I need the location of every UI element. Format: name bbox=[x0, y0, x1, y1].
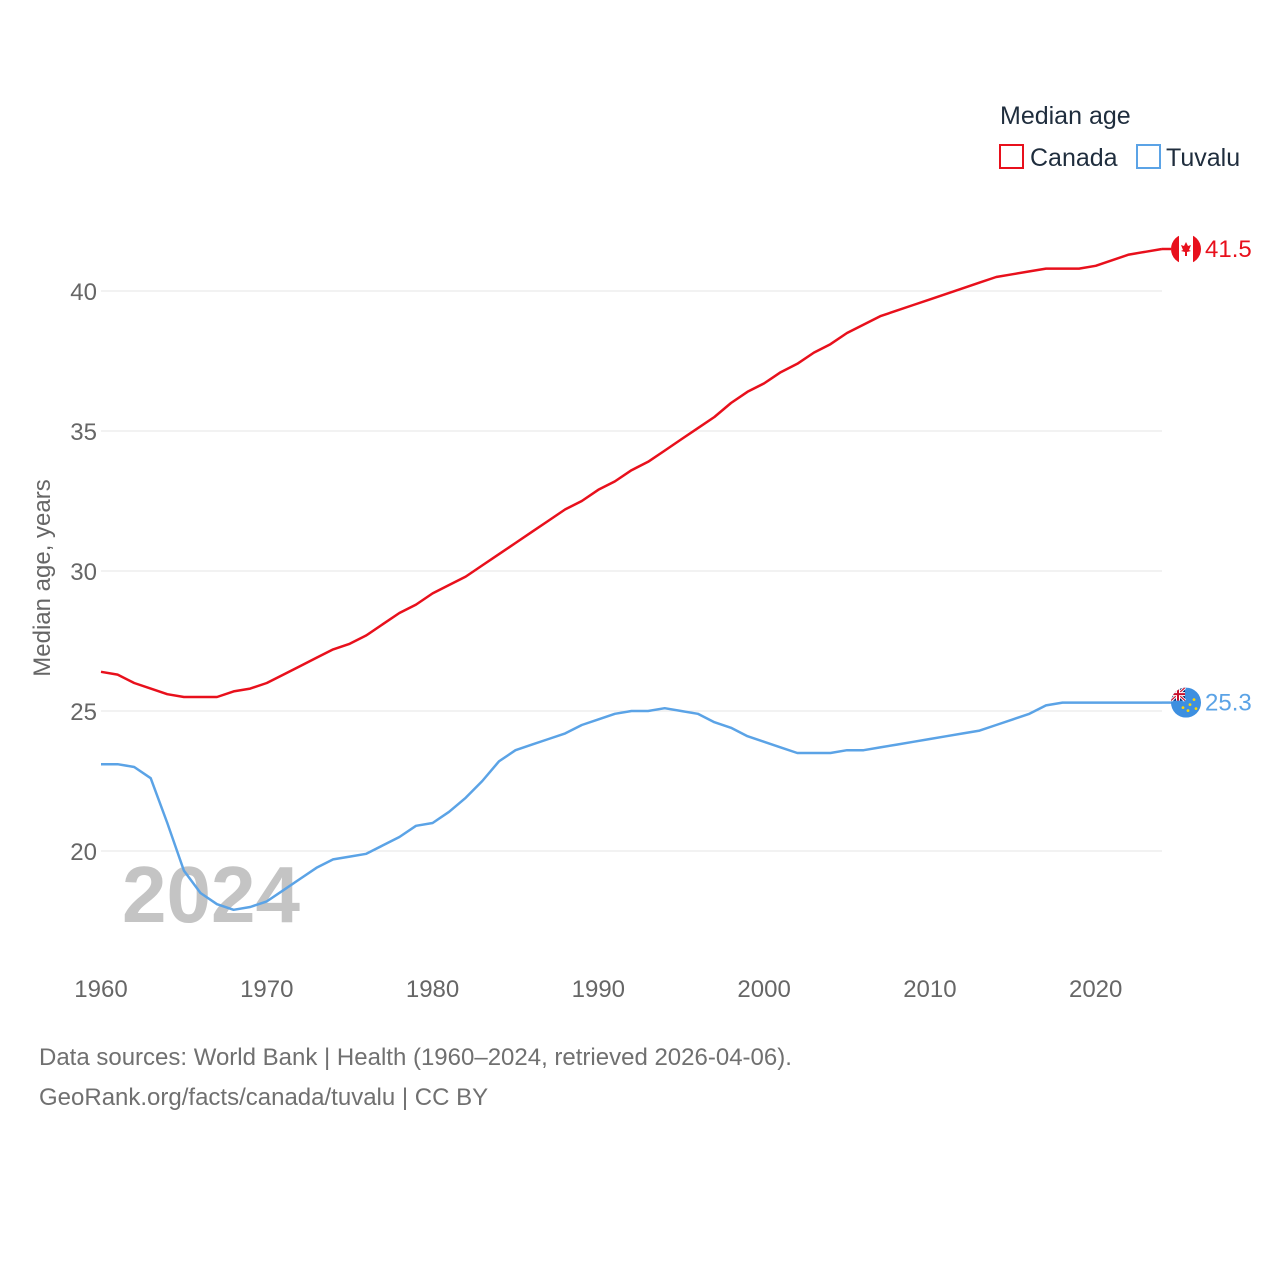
footer-attribution[interactable]: GeoRank.org/facts/canada/tuvalu | CC BY bbox=[39, 1084, 489, 1111]
legend-label-tuvalu: Tuvalu bbox=[1166, 144, 1240, 172]
end-label-tuvalu: 25.3 bbox=[1205, 690, 1252, 717]
x-tick-label: 1960 bbox=[74, 976, 127, 1003]
canada-flag-icon bbox=[1171, 234, 1201, 264]
end-labels: 41.5 25.3 bbox=[1205, 236, 1252, 717]
x-tick-label: 2000 bbox=[737, 976, 790, 1003]
x-tick-label: 1970 bbox=[240, 976, 293, 1003]
x-tick-label: 2020 bbox=[1069, 976, 1122, 1003]
y-tick-label: 30 bbox=[70, 559, 97, 586]
y-tick-label: 35 bbox=[70, 419, 97, 446]
tuvalu-flag-icon bbox=[1171, 687, 1201, 718]
legend-item-canada[interactable]: Canada bbox=[999, 144, 1118, 172]
x-tick-label: 1980 bbox=[406, 976, 459, 1003]
series-lines bbox=[100, 247, 1172, 912]
series-line-tuvalu[interactable] bbox=[101, 701, 1162, 912]
gridlines bbox=[101, 290, 1162, 852]
legend-swatch-tuvalu bbox=[1136, 144, 1161, 169]
y-axis-ticks: 20 25 30 35 40 bbox=[70, 279, 97, 866]
legend-title: Median age bbox=[1000, 102, 1131, 130]
year-watermark: 2024 bbox=[122, 850, 300, 939]
legend-swatch-canada bbox=[999, 144, 1024, 169]
x-tick-label: 2010 bbox=[903, 976, 956, 1003]
series-line-canada[interactable] bbox=[100, 247, 1163, 699]
footer-data-sources: Data sources: World Bank | Health (1960–… bbox=[39, 1044, 792, 1071]
y-tick-label: 40 bbox=[70, 279, 97, 306]
legend-item-tuvalu[interactable]: Tuvalu bbox=[1136, 144, 1240, 172]
y-tick-label: 20 bbox=[70, 839, 97, 866]
x-axis-ticks: 1960 1970 1980 1990 2000 2010 2020 bbox=[74, 976, 1122, 1003]
end-label-canada: 41.5 bbox=[1205, 236, 1252, 263]
y-axis-label: Median age, years bbox=[29, 479, 56, 676]
x-tick-label: 1990 bbox=[572, 976, 625, 1003]
y-tick-label: 25 bbox=[70, 699, 97, 726]
legend-label-canada: Canada bbox=[1030, 144, 1118, 172]
legend: Median age Canada Tuvalu bbox=[999, 102, 1240, 172]
